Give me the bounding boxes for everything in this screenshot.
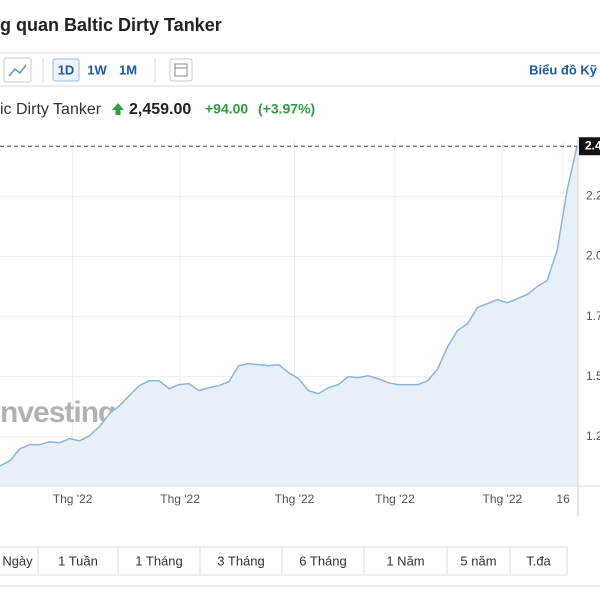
y-tick-label: 1.5 bbox=[586, 369, 600, 383]
table-icon bbox=[174, 63, 188, 77]
x-tick-label: Thg '22 bbox=[375, 492, 415, 506]
interval-button[interactable]: 1D bbox=[58, 62, 75, 77]
tab[interactable] bbox=[199, 546, 283, 576]
tab[interactable] bbox=[509, 546, 568, 576]
tab-label[interactable]: 1 Tháng bbox=[135, 553, 182, 568]
line-icon bbox=[8, 64, 27, 77]
tab-label[interactable]: Ngày bbox=[2, 553, 33, 568]
x-tick-label: Thg '22 bbox=[53, 492, 93, 506]
chart: 1.2 1.5 1.7 2.0 2.2 Thg '22 Thg '22 Thg '22 Thg … bbox=[0, 136, 600, 516]
area bbox=[0, 146, 577, 486]
range-tabs: Ngày 1 Tuần 1 Tháng 3 Tháng 6 Tháng 1 Năm 5 nă… bbox=[0, 546, 600, 587]
tab-label[interactable]: 1 Tuần bbox=[58, 553, 98, 568]
tab-label[interactable]: 6 Tháng bbox=[299, 553, 346, 568]
technical-chart-link[interactable]: Biểu đồ Kỹ bbox=[529, 62, 598, 77]
tab-label[interactable]: 3 Tháng bbox=[217, 553, 264, 568]
price: 2,459.00 bbox=[129, 101, 191, 118]
x-tick-label: Thg '22 bbox=[275, 492, 315, 506]
tab[interactable] bbox=[281, 546, 365, 576]
y-tick-label: 1.7 bbox=[586, 309, 600, 323]
x-tick-label: Thg '22 bbox=[483, 492, 523, 506]
interval-button[interactable]: 1M bbox=[119, 62, 137, 77]
tab[interactable] bbox=[363, 546, 448, 576]
x-tick-label: 16 bbox=[556, 492, 570, 506]
last-price-label: 2.4 bbox=[585, 138, 600, 152]
tab[interactable] bbox=[117, 546, 201, 576]
price-line bbox=[0, 146, 578, 467]
tab[interactable] bbox=[0, 546, 39, 576]
x-tick-label: Thg '22 bbox=[160, 492, 200, 506]
selected-interval[interactable] bbox=[52, 58, 80, 82]
tab-label[interactable]: 1 Năm bbox=[386, 553, 424, 568]
page-title: g quan Baltic Dirty Tanker bbox=[0, 15, 222, 35]
last-price-box bbox=[579, 137, 600, 156]
chart-type-button[interactable] bbox=[3, 57, 32, 83]
y-tick-label: 2.0 bbox=[586, 249, 600, 263]
y-tick-label: 2.2 bbox=[586, 189, 600, 203]
change: +94.00 bbox=[205, 101, 248, 117]
interval-button[interactable]: 1W bbox=[87, 62, 107, 77]
instrument-name: ic Dirty Tanker bbox=[0, 101, 102, 118]
change-percent: (+3.97%) bbox=[258, 101, 315, 117]
tab[interactable] bbox=[37, 546, 119, 576]
tab-label[interactable]: T.đa bbox=[526, 553, 551, 568]
tab-label[interactable]: 5 năm bbox=[460, 553, 496, 568]
up-arrow bbox=[112, 103, 124, 115]
table-button[interactable] bbox=[169, 58, 193, 82]
y-tick-label: 1.2 bbox=[586, 429, 600, 443]
